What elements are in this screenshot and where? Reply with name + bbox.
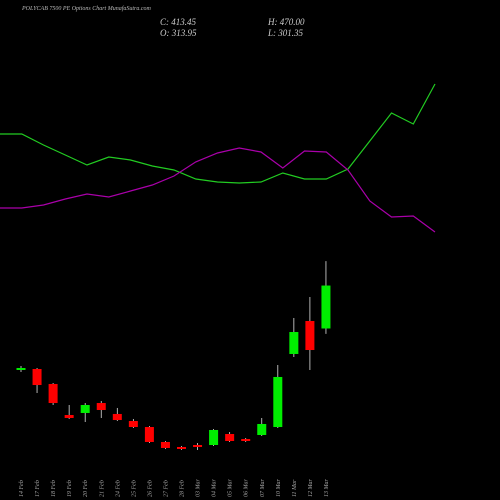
x-tick-label: 12 Mar [308,479,314,497]
x-tick-label: 07 Mar [260,479,266,497]
high-label: H: 470.00 [267,17,305,27]
candle-body [112,413,122,421]
x-tick-label: 17 Feb [35,480,41,497]
x-tick-label: 03 Mar [196,479,202,497]
x-tick-label: 05 Mar [228,479,234,497]
candle-body [16,368,26,370]
candle-body [321,285,331,329]
candle-body [128,421,138,428]
candle-body [273,376,283,428]
indicator-line [0,147,436,233]
x-tick-label: 19 Feb [67,480,73,497]
candle-body [48,383,58,404]
candle-body [193,445,203,447]
indicator-line [0,83,436,184]
candle-body [160,441,170,448]
candle-body [64,415,74,418]
open-label: O: 313.95 [160,28,197,38]
candle-body [225,434,235,441]
chart-title: POLYCAB 7500 PE Options Chart MunafaSutr… [21,5,152,12]
candle-body [80,404,90,413]
candle-body [96,403,106,411]
x-tick-label: 21 Feb [99,480,105,497]
candle-body [32,368,42,386]
x-tick-label: 28 Feb [180,480,186,497]
candle-body [289,332,299,354]
x-tick-label: 14 Feb [18,480,25,497]
candle-body [209,429,219,446]
x-tick-label: 11 Mar [292,479,298,497]
candle-body [241,439,251,441]
x-tick-label: 25 Feb [131,480,137,497]
x-tick-label: 13 Mar [324,479,330,497]
x-tick-label: 26 Feb [147,480,153,497]
x-tick-label: 18 Feb [51,480,57,497]
x-tick-label: 06 Mar [244,479,250,497]
x-tick-label: 10 Mar [276,479,282,497]
x-tick-label: 27 Feb [163,480,169,497]
candle-body [305,321,315,351]
x-tick-label: 20 Feb [83,480,89,497]
candle-body [144,427,154,442]
close-label: C: 413.45 [160,17,197,27]
candle-body [177,446,186,449]
x-tick-label: 24 Feb [114,480,121,497]
low-label: L: 301.35 [267,28,304,38]
x-tick-label: 04 Mar [211,479,218,497]
candle-body [257,423,267,435]
